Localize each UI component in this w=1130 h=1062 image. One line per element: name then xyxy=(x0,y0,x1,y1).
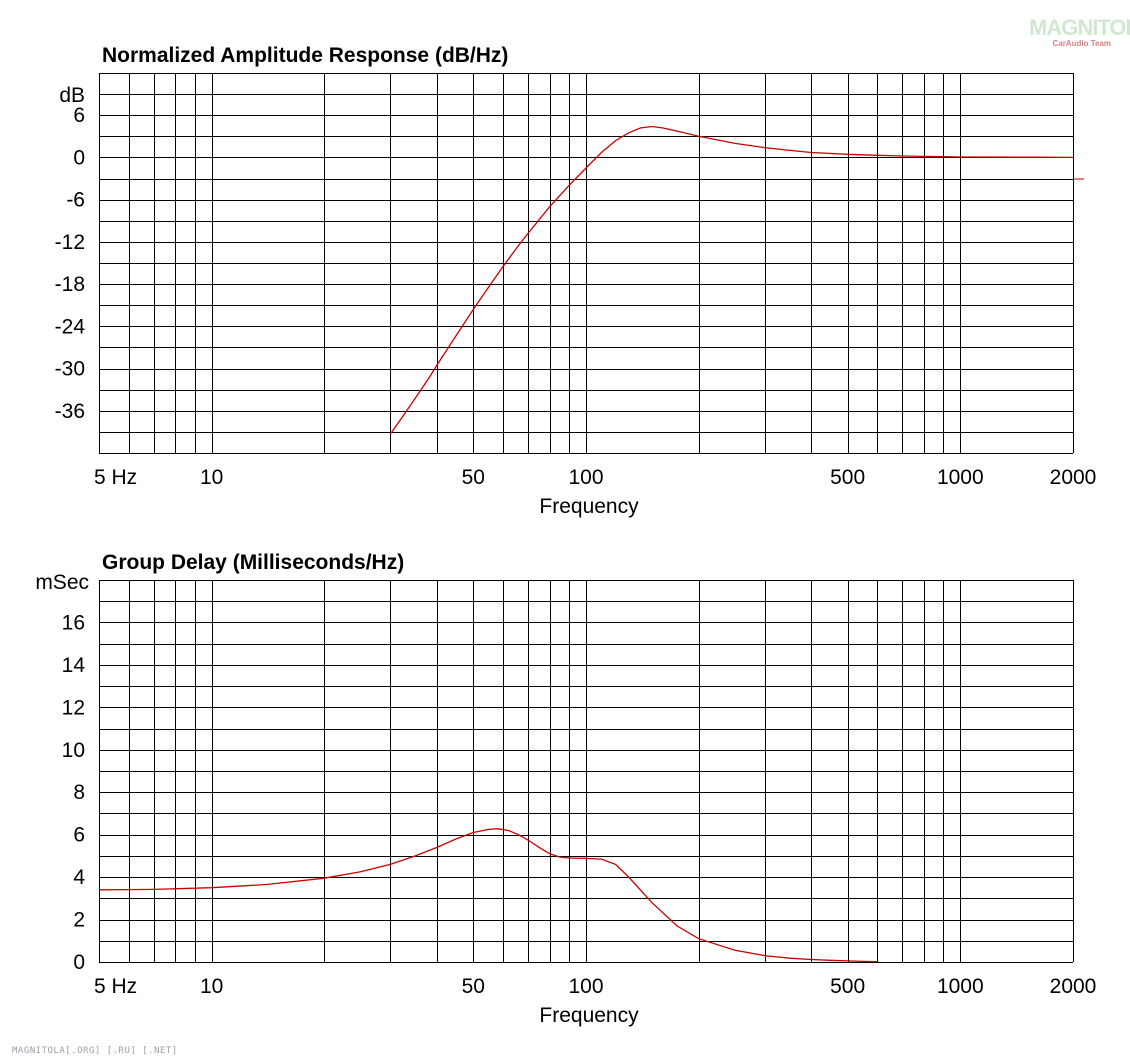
y-tick-label: -18 xyxy=(55,273,85,296)
brand-tagline: CarAudio Team xyxy=(1052,39,1111,48)
x-axis-title: Frequency xyxy=(539,495,639,518)
x-tick-label: 10 xyxy=(200,975,223,998)
y-tick-label: -6 xyxy=(66,189,85,212)
chart-title: Normalized Amplitude Response (dB/Hz) xyxy=(102,44,508,67)
amplitude-chart: Normalized Amplitude Response (dB/Hz) 6 0… xyxy=(55,44,1097,518)
x-axis-title: Frequency xyxy=(539,1004,639,1027)
y-tick-label: -12 xyxy=(55,231,85,254)
y-tick-label: 2 xyxy=(73,909,85,932)
grid xyxy=(99,580,1074,963)
y-tick-label: 0 xyxy=(73,951,85,974)
y-tick-label: 14 xyxy=(62,654,86,677)
brand-logo: MAGNITOLA CarAudio Team xyxy=(1029,15,1130,50)
x-tick-label: 500 xyxy=(830,975,865,998)
x-tick-label: 500 xyxy=(830,466,865,489)
x-tick-label: 100 xyxy=(568,975,603,998)
grid xyxy=(99,73,1074,454)
x-tick-label: 100 xyxy=(568,466,603,489)
y-tick-label: 0 xyxy=(73,146,85,169)
brand-wordmark: MAGNITOLA xyxy=(1029,15,1130,40)
y-tick-label: -24 xyxy=(55,315,86,338)
y-tick-label: 6 xyxy=(73,824,85,847)
y-tick-label: -30 xyxy=(55,358,85,381)
x-tick-label: 50 xyxy=(462,975,485,998)
y-axis-unit-label: mSec xyxy=(35,571,89,594)
y-tick-label: -36 xyxy=(55,400,85,423)
x-tick-label: 2000 xyxy=(1050,466,1097,489)
x-axis-ticks: 5 Hz 10 50 100 500 1000 2000 xyxy=(94,466,1096,489)
x-tick-label: 5 Hz xyxy=(94,466,137,489)
x-axis-ticks: 5 Hz 10 50 100 500 1000 2000 xyxy=(94,975,1096,998)
y-tick-label: 12 xyxy=(62,696,85,719)
x-tick-label: 5 Hz xyxy=(94,975,137,998)
y-tick-label: 8 xyxy=(73,781,85,804)
footer-watermark: MAGNITOLA[.ORG] [.RU] [.NET] xyxy=(12,1046,178,1056)
chart-title: Group Delay (Milliseconds/Hz) xyxy=(102,551,404,574)
x-tick-label: 2000 xyxy=(1050,975,1097,998)
x-tick-label: 1000 xyxy=(937,975,984,998)
x-tick-label: 10 xyxy=(200,466,223,489)
amplitude-curve xyxy=(389,125,1074,435)
y-tick-label: 16 xyxy=(62,611,85,634)
y-tick-label: 6 xyxy=(73,104,85,127)
y-axis-ticks: 6 0 -6 -12 -18 -24 -30 -36 xyxy=(55,104,86,423)
y-axis-ticks: 16 14 12 10 8 6 4 2 0 xyxy=(62,611,86,974)
y-axis-unit-label: dB xyxy=(59,84,85,107)
x-tick-label: 50 xyxy=(462,466,485,489)
y-tick-label: 4 xyxy=(73,866,85,889)
y-tick-label: 10 xyxy=(62,739,85,762)
group-delay-chart: Group Delay (Milliseconds/Hz) 16 14 12 10 8 6… xyxy=(35,551,1096,1027)
group-delay-curve xyxy=(98,828,878,963)
x-tick-label: 1000 xyxy=(937,466,984,489)
